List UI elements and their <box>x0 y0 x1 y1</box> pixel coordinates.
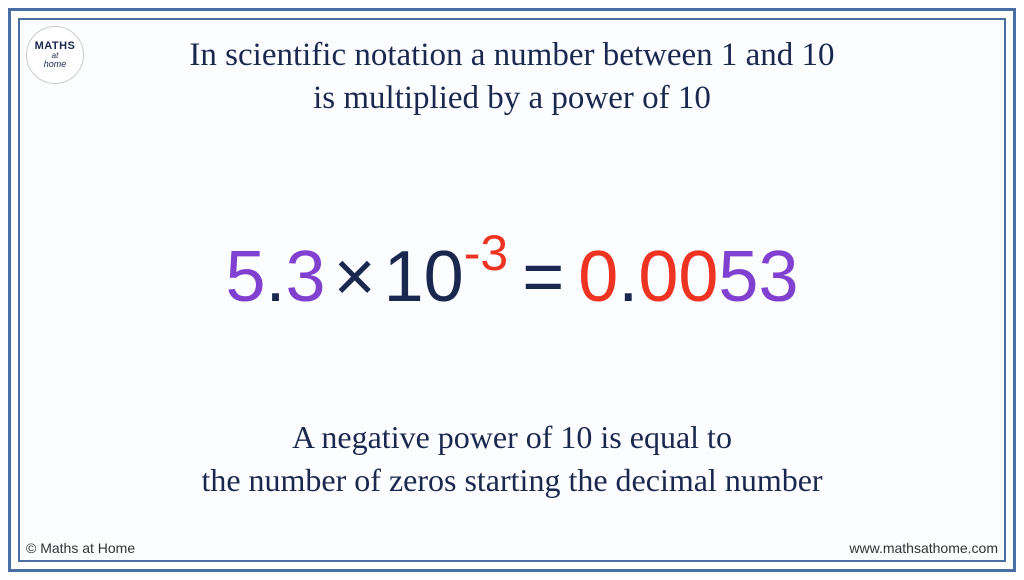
title: In scientific notation a number between … <box>0 34 1024 120</box>
result-leading-zero: 0 <box>578 237 618 317</box>
result-significant: 53 <box>718 237 798 317</box>
title-line1: In scientific notation a number between … <box>189 37 834 73</box>
footer-line2: the number of zeros starting the decimal… <box>201 462 822 498</box>
result-dot: . <box>618 237 638 317</box>
footer-text: A negative power of 10 is equal to the n… <box>0 416 1024 502</box>
equation: 5.3×10-3=0.0053 <box>0 230 1024 318</box>
base: 10 <box>384 237 464 317</box>
footer-line1: A negative power of 10 is equal to <box>292 419 732 455</box>
copyright: © Maths at Home <box>26 540 135 556</box>
url: www.mathsathome.com <box>849 540 998 556</box>
result-zeros: 00 <box>638 237 718 317</box>
coefficient-integer: 5 <box>225 237 265 317</box>
coefficient-decimal: 3 <box>286 237 326 317</box>
times-symbol: × <box>326 237 384 317</box>
coefficient-dot: . <box>266 237 286 317</box>
equals-symbol: = <box>508 237 578 317</box>
exponent: -3 <box>464 225 508 281</box>
title-line2: is multiplied by a power of 10 <box>313 80 711 116</box>
